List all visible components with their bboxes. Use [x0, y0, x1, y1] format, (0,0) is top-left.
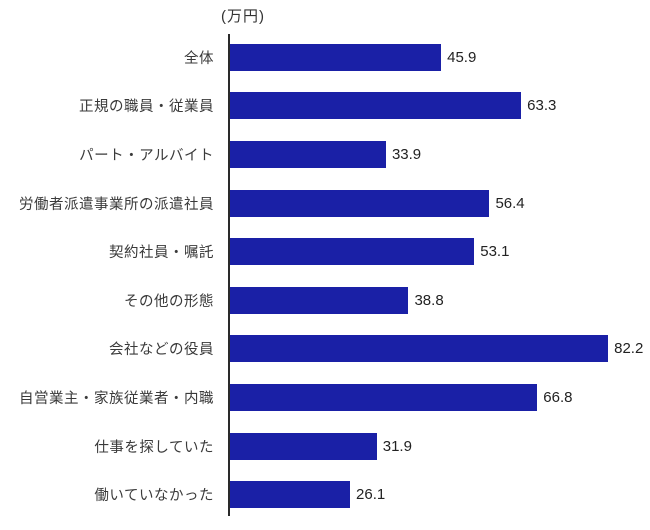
plot-area: 31.9 [230, 432, 650, 460]
value-label: 31.9 [382, 437, 412, 455]
bar [230, 481, 351, 509]
plot-area: 53.1 [230, 238, 650, 266]
value-label: 38.8 [414, 291, 444, 309]
bar [230, 43, 442, 71]
plot-area: 63.3 [230, 92, 650, 120]
category-label: 労働者派遣事業所の派遣社員 [19, 196, 214, 213]
bar [230, 335, 609, 363]
chart-row: 正規の職員・従業員 63.3 [0, 82, 650, 131]
chart-row: 自営業主・家族従業者・内職 66.8 [0, 373, 650, 422]
chart-row: 契約社員・嘱託 53.1 [0, 227, 650, 276]
plot-area: 82.2 [230, 335, 650, 363]
chart-row: 働いていなかった 26.1 [0, 470, 650, 519]
chart-row: 仕事を探していた 31.9 [0, 422, 650, 471]
bar [230, 432, 377, 460]
chart-row: パート・アルバイト 33.9 [0, 130, 650, 179]
category-label: 正規の職員・従業員 [79, 99, 214, 116]
category-label: 契約社員・嘱託 [109, 245, 214, 262]
bar [230, 92, 522, 120]
unit-label: (万円) [221, 8, 265, 25]
value-label: 53.1 [480, 243, 510, 261]
plot-area: 33.9 [230, 140, 650, 168]
value-label: 26.1 [356, 486, 386, 504]
bar [230, 238, 475, 266]
category-label: 仕事を探していた [94, 439, 214, 456]
chart-rows: 全体 45.9 正規の職員・従業員 63.3 パート・アルバイト 33.9 労働者派遣事業所… [0, 33, 650, 519]
y-axis-line [228, 34, 230, 516]
chart-row: 全体 45.9 [0, 33, 650, 82]
value-label: 63.3 [527, 97, 557, 115]
bar [230, 383, 538, 411]
category-label: 働いていなかった [94, 488, 214, 505]
chart-row: その他の形態 38.8 [0, 276, 650, 325]
value-label: 45.9 [447, 48, 477, 66]
chart-row: 会社などの役員 82.2 [0, 325, 650, 374]
category-label: パート・アルバイト [79, 147, 214, 164]
category-label: その他の形態 [124, 293, 214, 310]
bar [230, 189, 490, 217]
plot-area: 66.8 [230, 383, 650, 411]
plot-area: 26.1 [230, 481, 650, 509]
category-label: 会社などの役員 [109, 342, 214, 359]
category-label: 全体 [184, 50, 214, 67]
plot-area: 56.4 [230, 189, 650, 217]
category-label: 自営業主・家族従業者・内職 [19, 390, 214, 407]
plot-area: 45.9 [230, 43, 650, 71]
plot-area: 38.8 [230, 286, 650, 314]
value-label: 56.4 [495, 194, 525, 212]
value-label: 82.2 [614, 340, 644, 358]
value-label: 66.8 [543, 388, 573, 406]
value-label: 33.9 [391, 145, 422, 163]
bar [230, 140, 386, 168]
bar [230, 286, 409, 314]
chart-row: 労働者派遣事業所の派遣社員 56.4 [0, 179, 650, 228]
